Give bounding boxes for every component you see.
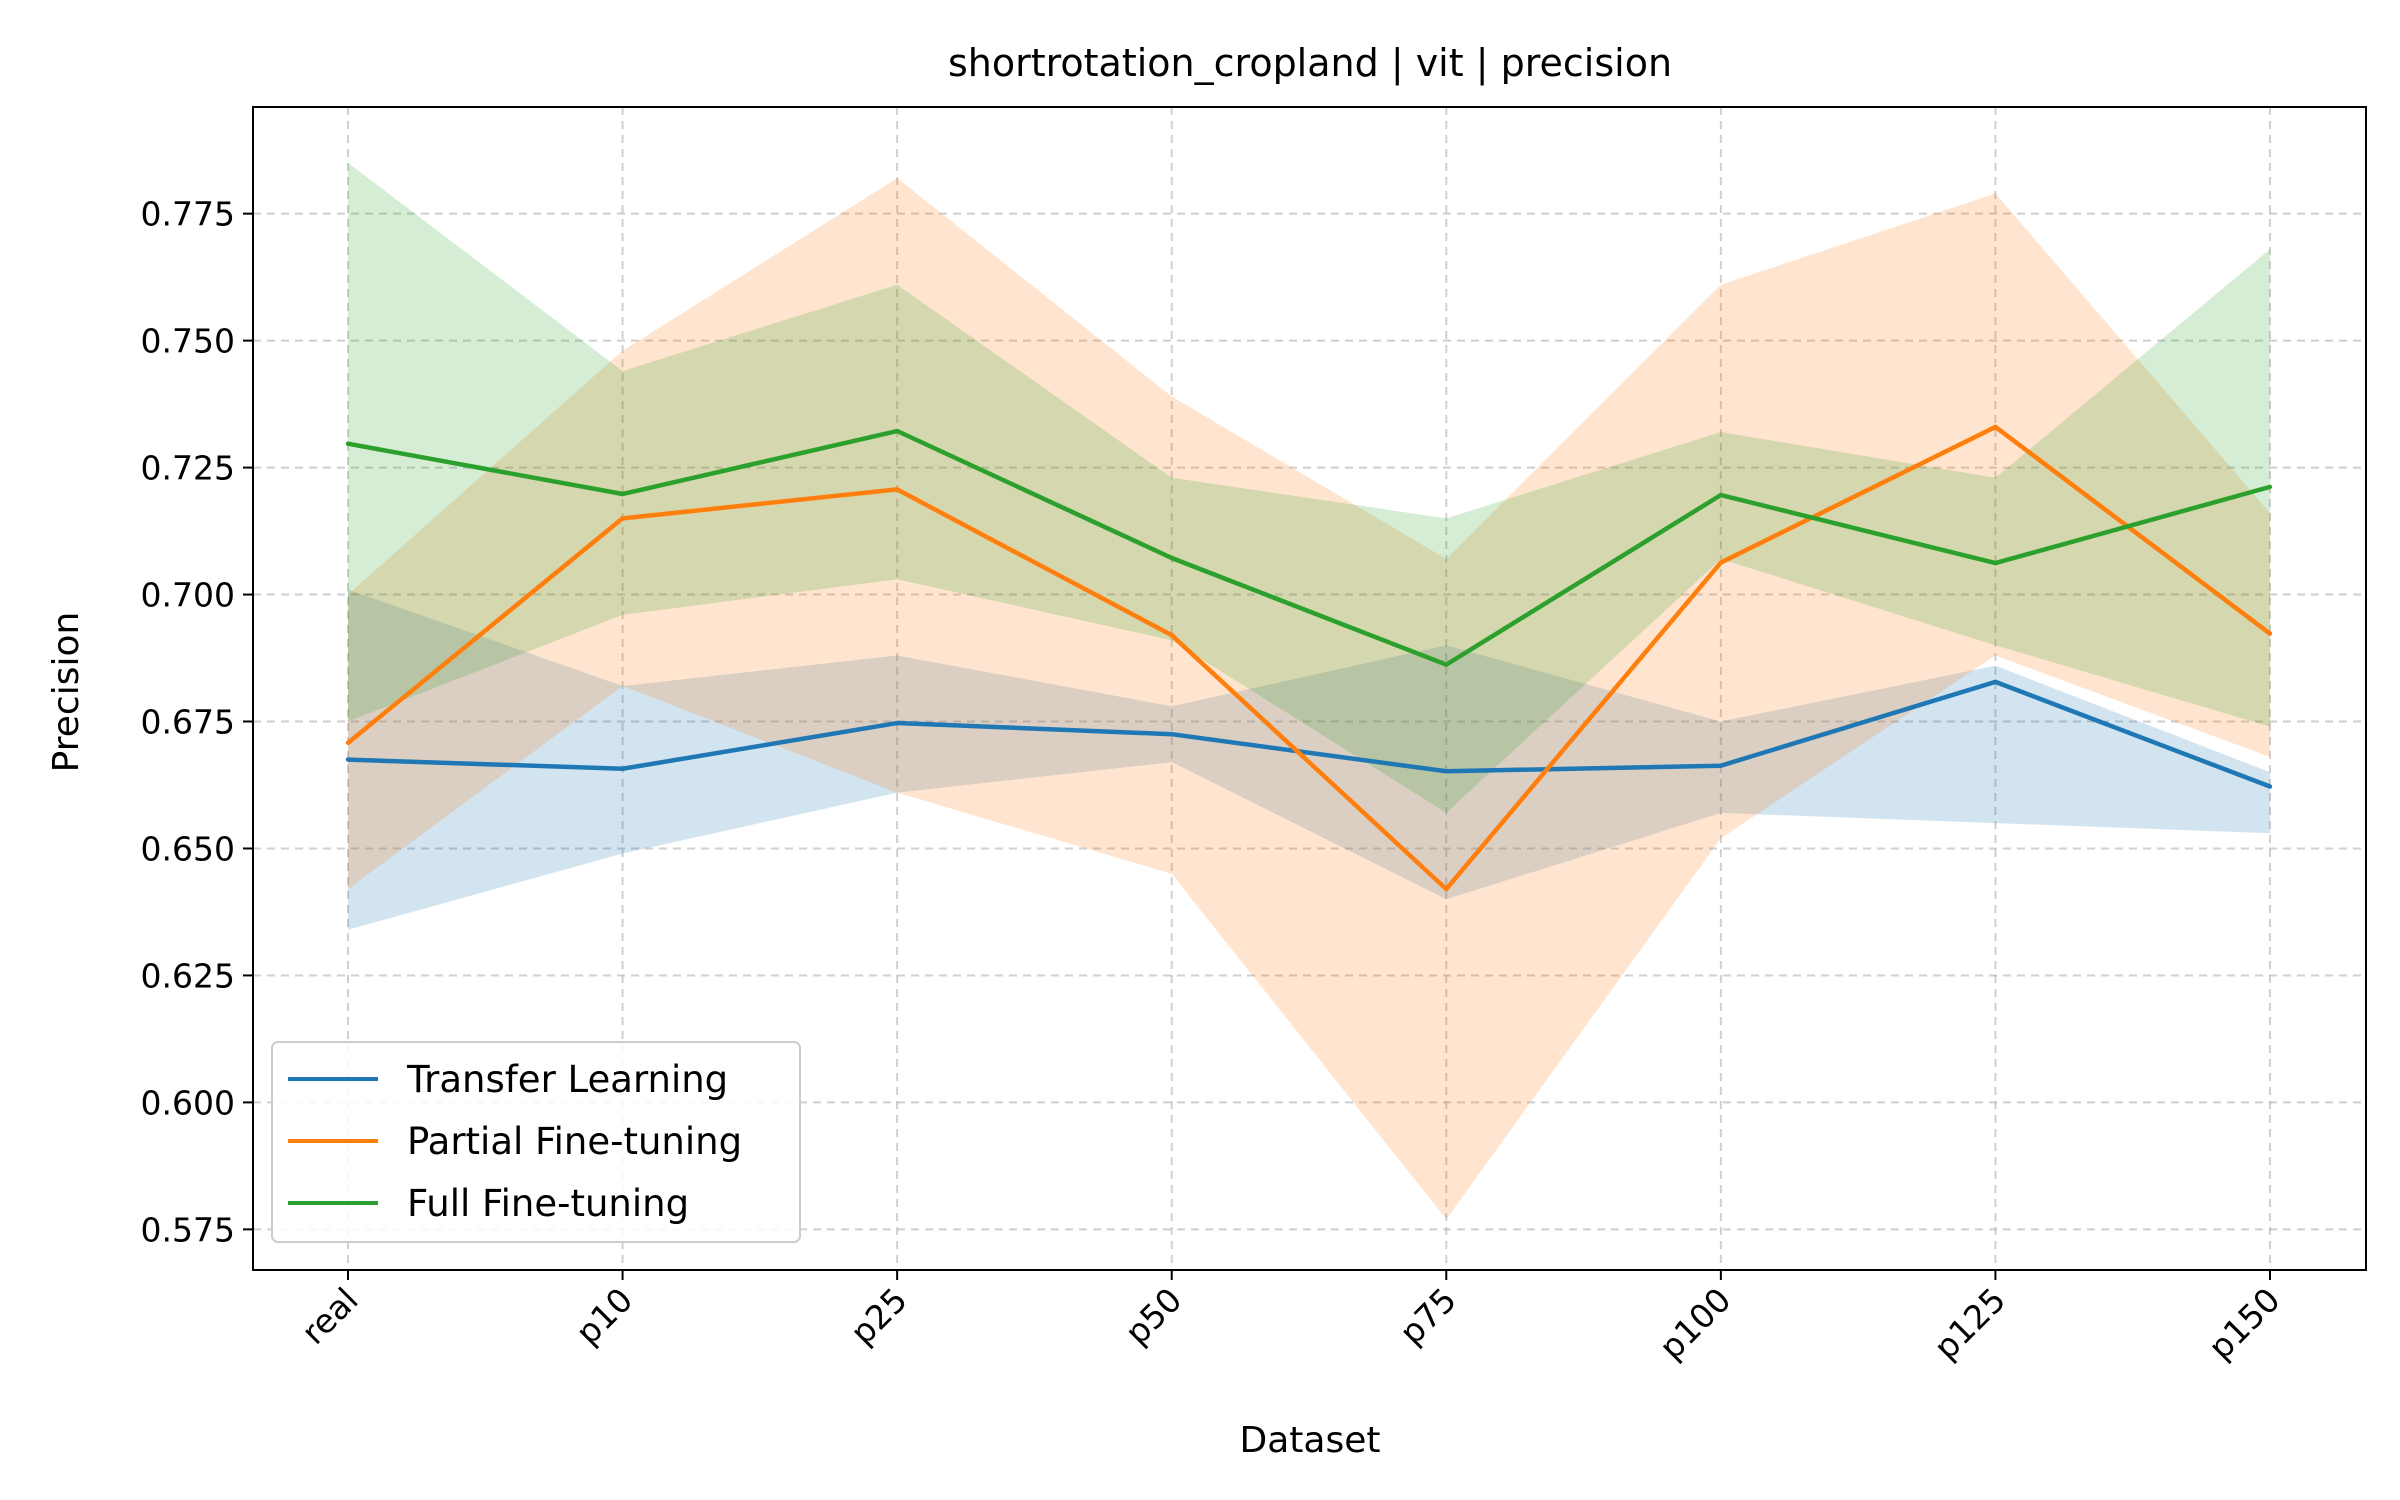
data-point-transfer-learning bbox=[1169, 732, 1174, 737]
band-partial-fine-tuning bbox=[348, 178, 2270, 1220]
plot-frame bbox=[252, 106, 2367, 1271]
chart-title: shortrotation_cropland | vit | precision bbox=[948, 41, 1672, 86]
legend-label-transfer-learning: Transfer Learning bbox=[406, 1058, 728, 1101]
data-point-full-fine-tuning bbox=[345, 441, 351, 446]
data-point-partial-fine-tuning bbox=[620, 516, 625, 521]
legend-label-full-fine-tuning: Full Fine-tuning bbox=[407, 1182, 689, 1225]
data-point-full-fine-tuning bbox=[1444, 662, 1449, 667]
data-point-transfer-learning bbox=[1718, 763, 1724, 768]
y-tick-label: 0.675 bbox=[141, 703, 235, 742]
data-point-transfer-learning bbox=[894, 720, 900, 726]
series-line-transfer-learning bbox=[347, 679, 2271, 789]
band-full-fine-tuning bbox=[348, 162, 2270, 813]
y-axis-label: Precision bbox=[46, 612, 87, 773]
data-point-full-fine-tuning bbox=[1718, 492, 1724, 498]
data-point-full-fine-tuning bbox=[1169, 555, 1174, 561]
y-tick-label: 0.575 bbox=[141, 1210, 235, 1249]
series-line-partial-fine-tuning bbox=[346, 424, 2272, 892]
data-point-full-fine-tuning bbox=[1993, 560, 1998, 566]
data-point-transfer-learning bbox=[345, 757, 351, 762]
y-tick-label: 0.700 bbox=[141, 576, 235, 615]
y-tick-label: 0.625 bbox=[141, 956, 235, 995]
data-point-partial-fine-tuning bbox=[1718, 560, 1724, 565]
grid-layer bbox=[253, 107, 2366, 1270]
legend-box bbox=[271, 1041, 801, 1243]
series-lines bbox=[345, 424, 2273, 892]
data-point-transfer-learning bbox=[1993, 679, 1998, 685]
x-axis-label: Dataset bbox=[1240, 1420, 1381, 1461]
data-point-transfer-learning bbox=[1444, 769, 1449, 774]
data-point-partial-fine-tuning bbox=[1444, 886, 1449, 892]
y-tick-label: 0.650 bbox=[141, 829, 235, 868]
y-axis-ticks: 0.575 0.600 0.625 0.650 0.675 0.700 0.725 0.750… bbox=[141, 195, 253, 1249]
data-point-partial-fine-tuning bbox=[345, 740, 351, 746]
y-tick-label: 0.750 bbox=[141, 322, 235, 361]
data-point-partial-fine-tuning bbox=[1993, 424, 1998, 430]
data-point-full-fine-tuning bbox=[620, 491, 625, 497]
legend: Transfer Learning Partial Fine-tuning Fu… bbox=[271, 1041, 801, 1243]
data-point-full-fine-tuning bbox=[2267, 484, 2273, 490]
data-point-partial-fine-tuning bbox=[894, 487, 900, 492]
y-tick-label: 0.725 bbox=[141, 449, 235, 488]
y-tick-label: 0.775 bbox=[141, 195, 235, 234]
data-point-transfer-learning bbox=[2267, 784, 2273, 789]
series-line-full-fine-tuning bbox=[347, 428, 2271, 667]
data-point-partial-fine-tuning bbox=[1169, 632, 1174, 638]
data-point-partial-fine-tuning bbox=[2267, 631, 2273, 636]
y-tick-label: 0.600 bbox=[141, 1083, 235, 1122]
data-point-transfer-learning bbox=[620, 766, 625, 771]
data-point-full-fine-tuning bbox=[894, 428, 900, 434]
legend-label-partial-fine-tuning: Partial Fine-tuning bbox=[407, 1120, 742, 1163]
